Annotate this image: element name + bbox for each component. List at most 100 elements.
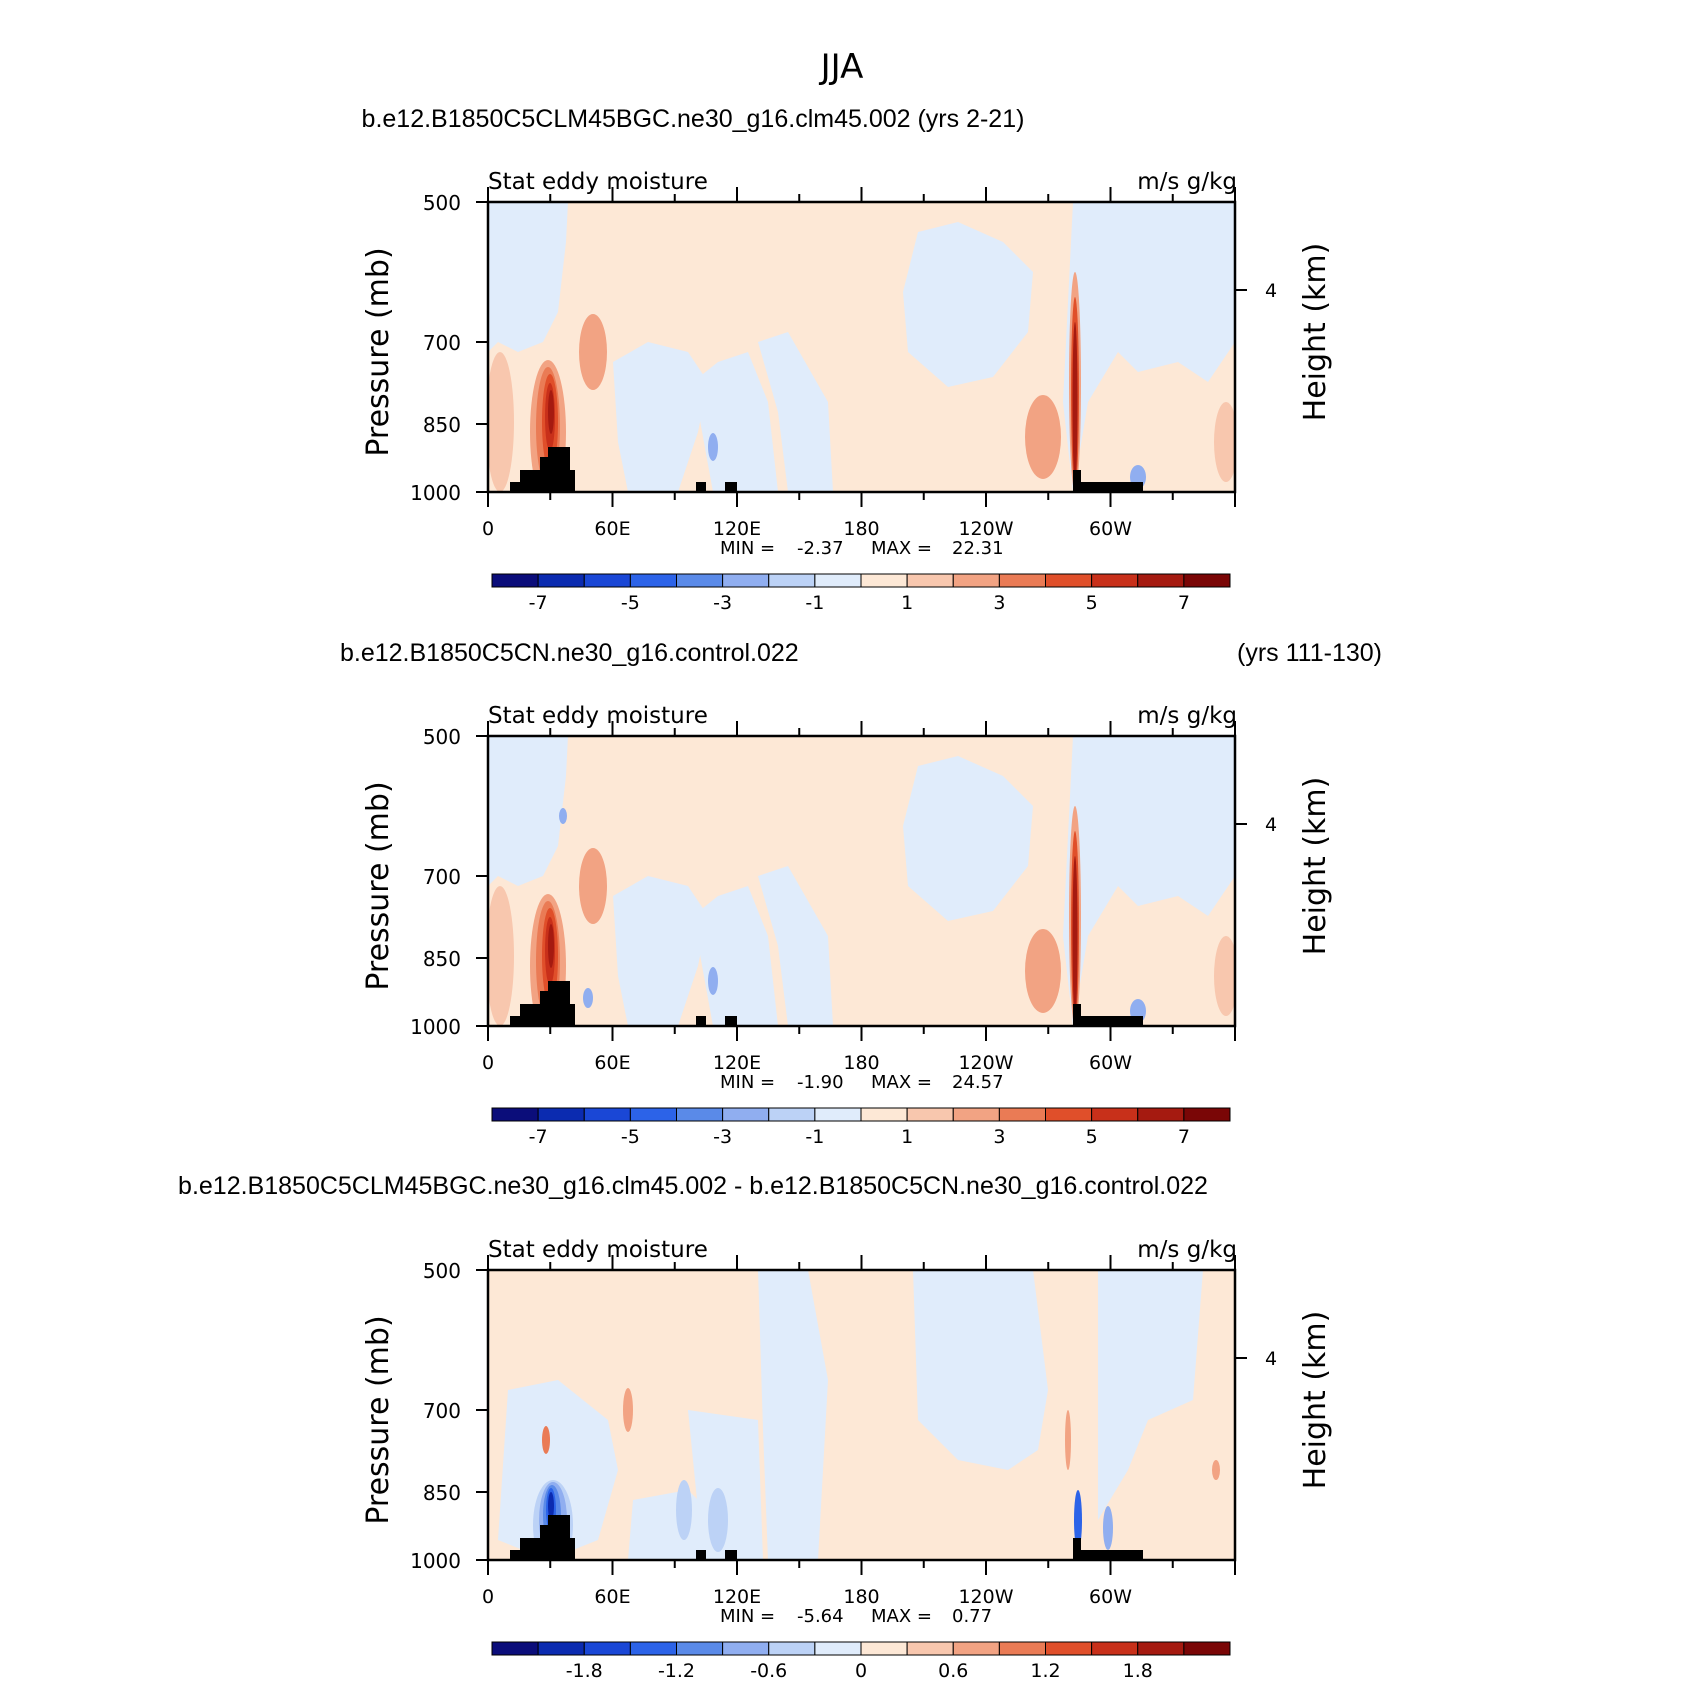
y-tick-label: 700 [423, 1399, 461, 1423]
topography-block [1073, 1538, 1081, 1560]
colorbar-label: -1 [805, 1126, 824, 1148]
topography-block [725, 1016, 737, 1026]
colorbar-swatch [629, 1107, 677, 1122]
colorbar-swatch [860, 1107, 908, 1122]
blue-column-150w [913, 1270, 1048, 1470]
colorbar-label: -3 [713, 1126, 732, 1148]
y-tick-label: 500 [423, 1259, 461, 1283]
colorbar-label: -5 [621, 592, 640, 614]
colorbar-swatch [583, 1641, 631, 1656]
red-patch-andes-west [1025, 395, 1061, 479]
x-tick-label: 120E [713, 1052, 761, 1074]
topography-block [510, 1016, 520, 1026]
topography-block [548, 1515, 570, 1560]
colorbar: -7 -5 -3 -1 1 3 5 7 [491, 1107, 1231, 1148]
chart-panel-2: b.e12.B1850C5CN.ne30_g16.control.022 (yrs… [340, 639, 1382, 1148]
topography-block [510, 1550, 520, 1560]
topography-block [1081, 1550, 1143, 1560]
left-string: Stat eddy moisture [488, 703, 708, 729]
x-tick-label: 60E [594, 518, 630, 540]
topography-block [696, 1550, 706, 1560]
colorbar-swatch [1183, 573, 1231, 588]
topography-block [520, 1004, 540, 1026]
blue-region-east [1063, 736, 1235, 1026]
topography-block [548, 981, 570, 1026]
topography-block [520, 470, 540, 492]
colorbar-swatch [676, 573, 724, 588]
colorbar-label: 1 [901, 1126, 913, 1148]
panels: b.e12.B1850C5CLM45BGC.ne30_g16.clm45.002… [178, 105, 1382, 1682]
colorbar-swatch [1137, 573, 1185, 588]
colorbar-swatch [629, 1641, 677, 1656]
topography-block [696, 1016, 706, 1026]
x-tick-label: 180 [843, 518, 879, 540]
topography-block [548, 447, 570, 492]
contour-fills [488, 202, 1235, 492]
colorbar-swatch [906, 573, 954, 588]
blue-detail-4 [583, 988, 593, 1008]
max-value: 0.77 [952, 1606, 992, 1627]
colorbar-swatch [1091, 573, 1139, 588]
colorbar-swatch [768, 1641, 816, 1656]
colorbar-label: -1 [805, 592, 824, 614]
y-tick-label: 850 [423, 413, 461, 437]
red-fleck-4 [1212, 1460, 1220, 1480]
colorbar: -7 -5 -3 -1 1 3 5 7 [491, 573, 1231, 614]
colorbar-swatch [537, 1641, 585, 1656]
colorbar-label: 3 [993, 592, 1005, 614]
min-label: MIN = [720, 1072, 775, 1093]
min-value: -5.64 [797, 1606, 844, 1627]
topography-block [1073, 1004, 1081, 1026]
colorbar-swatch [860, 573, 908, 588]
topography-block [1081, 482, 1143, 492]
y-tick-label: 1000 [410, 1549, 461, 1573]
y2-axis-title: Height (km) [1298, 243, 1333, 422]
colorbar-swatch [1183, 1641, 1231, 1656]
y-tick-label: 700 [423, 331, 461, 355]
max-label: MAX = [871, 1072, 932, 1093]
left-string: Stat eddy moisture [488, 169, 708, 195]
topography-block [520, 1538, 540, 1560]
colorbar-label: 1 [901, 592, 913, 614]
blue-region-east [1063, 202, 1235, 492]
topography-block [725, 482, 737, 492]
x-tick-label: 120E [713, 1586, 761, 1608]
topography-block [1081, 1016, 1143, 1026]
colorbar-swatch [768, 573, 816, 588]
y-tick-label: 1000 [410, 481, 461, 505]
contour-field [488, 736, 1235, 1026]
topography-block [510, 482, 520, 492]
colorbar-label: -0.6 [750, 1660, 787, 1682]
y-tick-label: 1000 [410, 1015, 461, 1039]
x-tick-label: 60E [594, 1586, 630, 1608]
red-spike-core [1072, 856, 1078, 1016]
x-tick-label: 0 [482, 1586, 494, 1608]
red-patch-east [1214, 402, 1235, 482]
x-tick-label: 60E [594, 1052, 630, 1074]
topography-block [570, 1004, 575, 1026]
colorbar-label: -7 [529, 592, 548, 614]
y2-tick-label: 4 [1265, 1348, 1277, 1370]
panel-title: b.e12.B1850C5CN.ne30_g16.control.022 [340, 639, 799, 667]
red-fleck-2 [623, 1388, 633, 1432]
y-tick-label: 500 [423, 725, 461, 749]
colorbar-label: 1.2 [1030, 1660, 1060, 1682]
red-plume-peak [548, 390, 554, 434]
colorbar-swatch [1137, 1107, 1185, 1122]
blue-detail-1 [708, 433, 718, 461]
colorbar-swatch [1045, 573, 1093, 588]
red-fleck-3 [1065, 1410, 1071, 1470]
colorbar-swatch [676, 1641, 724, 1656]
colorbar-label: -3 [713, 592, 732, 614]
topography-block [696, 482, 706, 492]
colorbar-swatch [537, 1107, 585, 1122]
colorbar-swatch [722, 573, 770, 588]
colorbar-swatch [952, 1107, 1000, 1122]
colorbar-label: -7 [529, 1126, 548, 1148]
colorbar-swatch [491, 1641, 539, 1656]
colorbar-swatch [583, 1107, 631, 1122]
x-tick-label: 180 [843, 1586, 879, 1608]
colorbar-swatch [768, 1107, 816, 1122]
colorbar-swatch [537, 573, 585, 588]
